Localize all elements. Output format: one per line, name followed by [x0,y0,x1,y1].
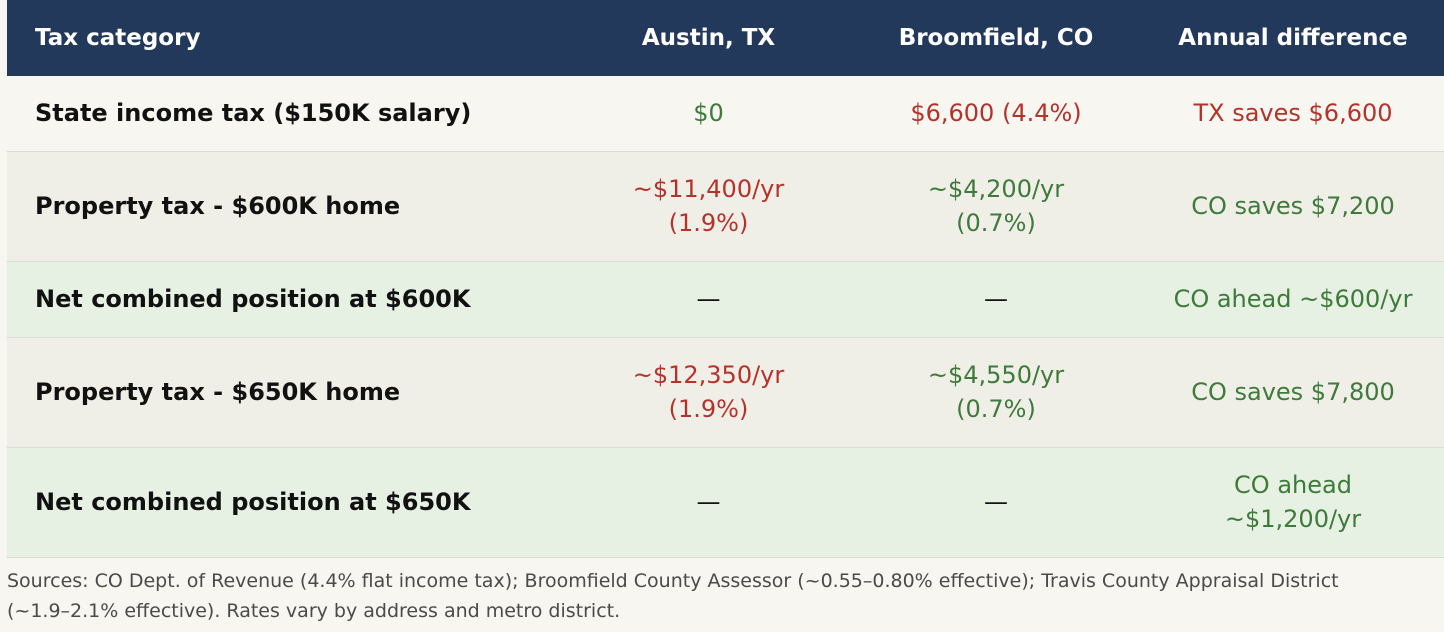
comparison-table-container: Tax category Austin, TX Broomfield, CO A… [7,0,1444,558]
header-broomfield: Broomfield, CO [898,25,1094,51]
row-category: Net combined position at $650K [7,447,567,558]
table-row-property-tax-600k: Property tax - $600K home ~$11,400/yr (1.… [7,151,1444,262]
cell-broomfield: — [850,447,1142,558]
row-category: Net combined position at $600K [7,261,567,338]
cell-broomfield: ~$4,200/yr (0.7%) [850,151,1142,262]
header-annual-difference: Annual difference [1178,25,1408,51]
cell-broomfield: — [850,261,1142,338]
table-row-net-600k: Net combined position at $600K — — CO ah… [7,261,1444,338]
sources-footnote: Sources: CO Dept. of Revenue (4.4% flat … [7,566,1444,626]
cell-difference: CO ahead ~$600/yr [1142,261,1444,338]
cell-austin: ~$12,350/yr (1.9%) [567,337,850,448]
row-category: Property tax - $600K home [7,151,567,262]
table-row-property-tax-650k: Property tax - $650K home ~$12,350/yr (1.… [7,337,1444,448]
cell-austin: ~$11,400/yr (1.9%) [567,151,850,262]
header-austin: Austin, TX [641,25,776,51]
cell-austin: $0 [567,76,850,152]
cell-difference: CO saves $7,200 [1142,151,1444,262]
cell-broomfield: ~$4,550/yr (0.7%) [850,337,1142,448]
row-category: Property tax - $650K home [7,337,567,448]
tax-comparison-table: Tax category Austin, TX Broomfield, CO A… [7,0,1444,558]
cell-austin: — [567,447,850,558]
sources-line-2: (~1.9–2.1% effective). Rates vary by add… [7,600,621,622]
table-row-state-income-tax: State income tax ($150K salary) $0 $6,60… [7,76,1444,152]
cell-broomfield: $6,600 (4.4%) [850,76,1142,152]
header-tax-category: Tax category [35,25,201,51]
table-row-net-650k: Net combined position at $650K — — CO ah… [7,447,1444,558]
cell-austin: — [567,261,850,338]
sources-line-1: Sources: CO Dept. of Revenue (4.4% flat … [7,570,1339,592]
table-header-row: Tax category Austin, TX Broomfield, CO A… [7,0,1444,76]
cell-difference: CO saves $7,800 [1142,337,1444,448]
cell-difference: TX saves $6,600 [1142,76,1444,152]
cell-difference: CO ahead ~$1,200/yr [1142,447,1444,558]
row-category: State income tax ($150K salary) [7,76,567,152]
